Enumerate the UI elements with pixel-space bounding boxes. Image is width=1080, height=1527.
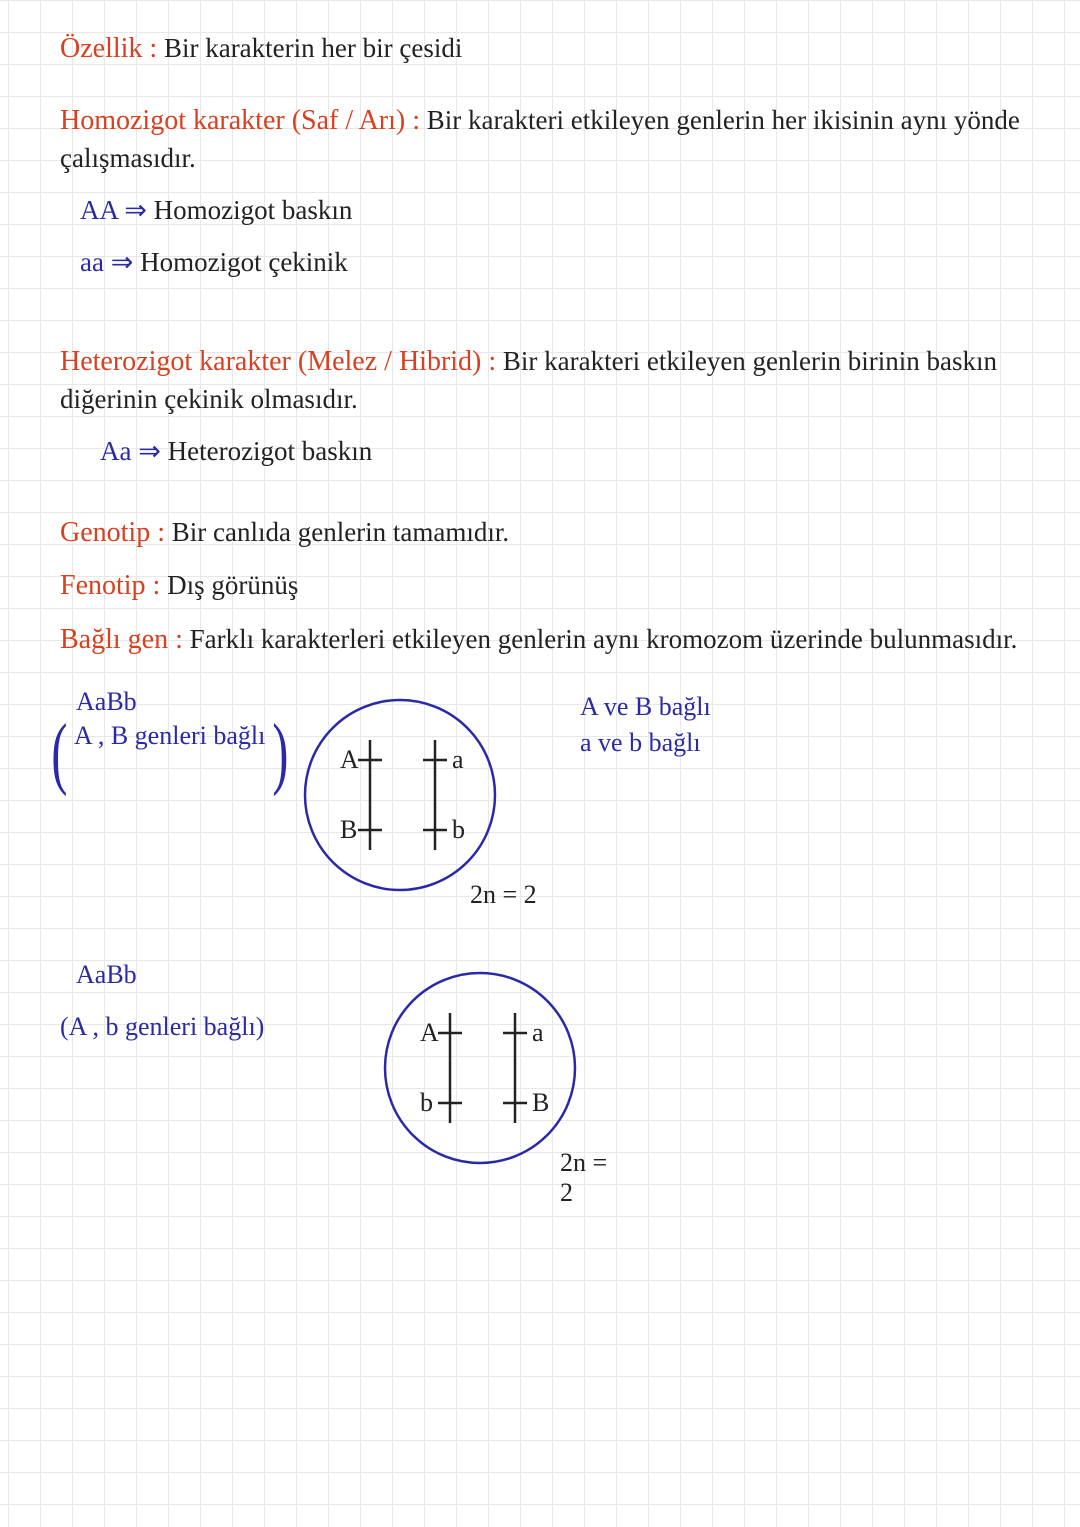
d1-right-a: a <box>452 745 464 774</box>
paren-left-icon: ( <box>51 713 67 793</box>
d2-sub: (A , b genleri bağlı) <box>60 1010 360 1044</box>
txt-AA: Homozigot baskın <box>154 195 353 225</box>
term-genotip: Genotip : <box>60 517 165 548</box>
def-ozellik: Özellik : Bir karakterin her bir çesidi <box>60 30 1040 68</box>
diagram-2-left-note: AaBb (A , b genleri bağlı) <box>60 958 360 1044</box>
example-Aa: Aa ⇒ Heterozigot baskın <box>100 433 1040 469</box>
d2-left-b: b <box>420 1088 433 1117</box>
body-genotip: Bir canlıda genlerin tamamıdır. <box>172 517 509 547</box>
diagram-2-cell: A b a B 2n = 2 <box>360 958 620 1193</box>
sym-AA: AA ⇒ <box>80 195 147 225</box>
txt-aa: Homozigot çekinik <box>140 247 348 277</box>
d2-right-a: a <box>532 1018 544 1047</box>
d1-right-b: b <box>452 815 465 844</box>
d2-right-B: B <box>532 1088 549 1117</box>
d2-n-label: 2n = 2 <box>560 1148 620 1208</box>
d1-n-label: 2n = 2 <box>470 880 537 910</box>
d1-left-B: B <box>340 815 357 844</box>
term-homozigot: Homozigot karakter (Saf / Arı) : <box>60 105 420 136</box>
body-ozellik: Bir karakterin her bir çesidi <box>164 33 462 63</box>
body-fenotip: Dış görünüş <box>167 570 298 600</box>
diagram-1-left-note: AaBb ( A , B genleri bağlı ) <box>60 685 280 753</box>
def-heterozigot: Heterozigot karakter (Melez / Hibrid) : … <box>60 343 1040 417</box>
def-homozigot: Homozigot karakter (Saf / Arı) : Bir kar… <box>60 102 1040 176</box>
diagram-1-cell: A B a b 2n = 2 <box>280 685 540 920</box>
term-fenotip: Fenotip : <box>60 570 160 601</box>
d1-rn2: a ve b bağlı <box>580 725 711 761</box>
def-bagli-gen: Bağlı gen : Farklı karakterleri etkileye… <box>60 621 1040 659</box>
d1-title: AaBb <box>76 685 280 719</box>
diagram-1-row: AaBb ( A , B genleri bağlı ) A B a <box>60 685 1040 920</box>
d1-sub: A , B genleri bağlı <box>74 721 265 750</box>
def-fenotip: Fenotip : Dış görünüş <box>60 567 1040 605</box>
d1-left-A: A <box>340 745 359 774</box>
body-bagli: Farklı karakterleri etkileyen genlerin a… <box>190 624 1018 654</box>
sym-Aa: Aa ⇒ <box>100 436 161 466</box>
diagram-1-right-note: A ve B bağlı a ve b bağlı <box>580 689 711 762</box>
d1-rn1: A ve B bağlı <box>580 689 711 725</box>
txt-Aa: Heterozigot baskın <box>168 436 373 466</box>
example-AA: AA ⇒ Homozigot baskın <box>80 192 1040 228</box>
def-genotip: Genotip : Bir canlıda genlerin tamamıdır… <box>60 514 1040 552</box>
term-heterozigot: Heterozigot karakter (Melez / Hibrid) : <box>60 346 496 377</box>
term-bagli: Bağlı gen : <box>60 624 183 655</box>
sym-aa: aa ⇒ <box>80 247 133 277</box>
notes-content: Özellik : Bir karakterin her bir çesidi … <box>0 0 1080 1527</box>
example-aa: aa ⇒ Homozigot çekinik <box>80 244 1040 280</box>
d2-title: AaBb <box>76 958 360 992</box>
term-ozellik: Özellik : <box>60 33 157 64</box>
d2-left-A: A <box>420 1018 439 1047</box>
diagram-2-row: AaBb (A , b genleri bağlı) A b a B 2n = … <box>60 958 1040 1193</box>
